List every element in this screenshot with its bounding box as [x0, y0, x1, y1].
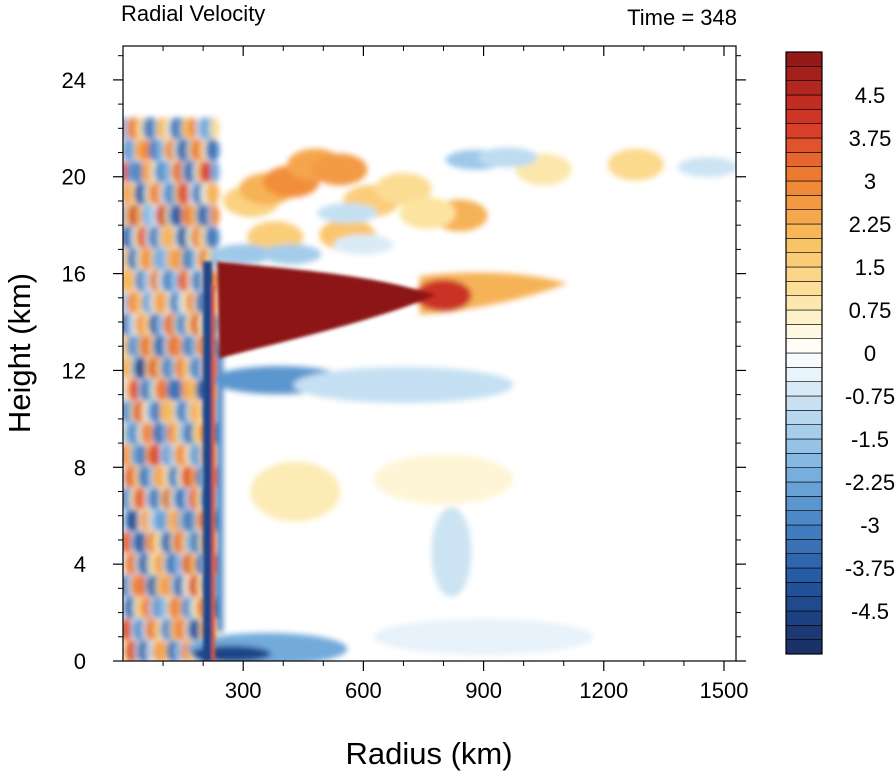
x-tick-label: 1500	[700, 678, 749, 703]
y-tick-label: 12	[62, 358, 86, 383]
colorbar-label: -3	[860, 513, 880, 538]
colorbar-segment	[785, 410, 823, 425]
colorbar-segment	[785, 610, 823, 626]
y-tick-label: 24	[62, 68, 86, 93]
colorbar-label: 2.25	[849, 212, 892, 237]
colorbar-segment	[785, 424, 823, 440]
colorbar-label: 4.5	[855, 83, 886, 108]
colorbar-label: -0.75	[845, 384, 895, 409]
chart-title: Radial Velocity	[121, 1, 265, 26]
colorbar-segment	[785, 51, 823, 67]
colorbar-label: -3.75	[845, 556, 895, 581]
colorbar-segment	[785, 123, 823, 139]
y-tick-label: 4	[74, 552, 86, 577]
colorbar-segment	[785, 567, 823, 583]
colorbar-segment	[785, 324, 823, 339]
plot-frame	[122, 45, 737, 662]
colorbar-segment	[785, 180, 823, 196]
colorbar-label: -2.25	[845, 470, 895, 495]
colorbar-segment	[785, 553, 823, 569]
colorbar-segment	[785, 66, 823, 81]
colorbar-segment	[785, 266, 823, 282]
colorbar-label: -4.5	[851, 599, 889, 624]
colorbar-segment	[785, 381, 823, 397]
colorbar-segment	[785, 166, 823, 182]
colorbar-segment	[785, 80, 823, 96]
colorbar-label: 3.75	[849, 126, 892, 151]
y-tick-label: 20	[62, 165, 86, 190]
colorbar-segment	[785, 524, 823, 540]
velocity-field	[123, 117, 736, 661]
colorbar: 4.5 3.75 3 2.25 1.5 0.75 0 -0.75 -1.5 -2.25 -3 -3.7…	[785, 51, 895, 655]
colorbar-label: -1.5	[851, 427, 889, 452]
colorbar-frame	[785, 51, 823, 655]
colorbar-segment	[785, 309, 823, 325]
colorbar-segment	[785, 338, 823, 354]
colorbar-label: 3	[864, 169, 876, 194]
y-tick-label: 0	[74, 649, 86, 674]
x-tick-label: 300	[225, 678, 262, 703]
colorbar-segment	[785, 395, 823, 411]
colorbar-segment	[785, 582, 823, 597]
colorbar-segment	[785, 209, 823, 225]
colorbar-segment	[785, 467, 823, 483]
colorbar-segment	[785, 639, 823, 655]
colorbar-segment	[785, 367, 823, 382]
colorbar-segment	[785, 152, 823, 167]
colorbar-segment	[785, 625, 823, 640]
colorbar-segment	[785, 510, 823, 526]
time-label: Time = 348	[627, 5, 737, 30]
colorbar-segment	[785, 352, 823, 368]
colorbar-segment	[785, 539, 823, 554]
colorbar-segment	[785, 496, 823, 511]
colorbar-segment	[785, 137, 823, 153]
x-tick-label: 900	[465, 678, 502, 703]
colorbar-segment	[785, 238, 823, 253]
colorbar-segment	[785, 94, 823, 110]
colorbar-segment	[785, 252, 823, 268]
colorbar-label: 0	[864, 341, 876, 366]
x-tick-label: 600	[345, 678, 382, 703]
y-tick-label: 8	[74, 455, 86, 480]
x-axis-label: Radius (km)	[345, 736, 512, 771]
colorbar-segment	[785, 295, 823, 311]
colorbar-segment	[785, 481, 823, 497]
colorbar-segment	[785, 438, 823, 454]
colorbar-segment	[785, 453, 823, 468]
y-tick-label: 16	[62, 262, 86, 287]
colorbar-segment	[785, 109, 823, 124]
colorbar-segment	[785, 223, 823, 239]
x-axis: 300 600 900 1200 1500	[162, 46, 749, 703]
y-axis: 0 4 8 12 16 20 24	[62, 55, 746, 674]
y-axis-label: Height (km)	[2, 273, 37, 433]
colorbar-segment	[785, 596, 823, 612]
x-tick-label: 1200	[579, 678, 628, 703]
colorbar-label: 0.75	[849, 298, 892, 323]
colorbar-segment	[785, 281, 823, 296]
colorbar-segment	[785, 195, 823, 210]
colorbar-label: 1.5	[855, 255, 886, 280]
